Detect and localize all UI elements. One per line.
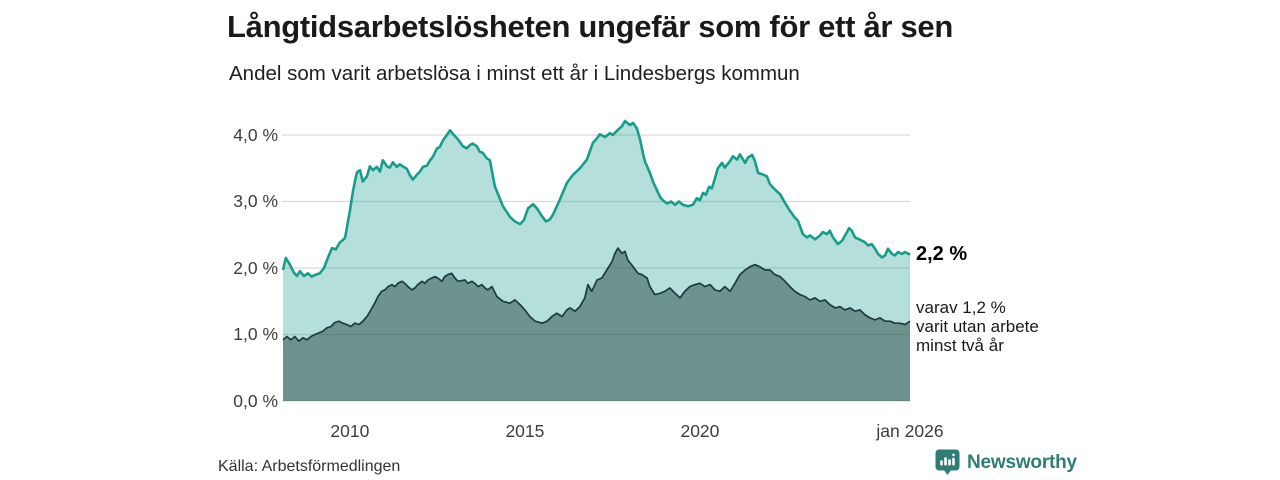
y-axis-tick-label: 4,0 % [233, 124, 278, 145]
newsworthy-logo-icon [935, 449, 960, 475]
annotation-line-3: minst två år [916, 336, 1004, 356]
annotation-line-1: varav 1,2 % [916, 298, 1006, 318]
newsworthy-logo: Newsworthy [935, 449, 1077, 476]
area-total [283, 121, 910, 401]
source-label: Källa: Arbetsförmedlingen [218, 458, 401, 475]
y-axis-tick-label: 2,0 % [233, 257, 278, 278]
x-axis-tick-label: 2020 [680, 421, 720, 441]
y-axis-tick-label: 1,0 % [233, 324, 278, 344]
line-two-years [282, 247, 911, 342]
end-value-label-total: 2,2 % [916, 242, 968, 265]
area-two-years [283, 248, 910, 401]
y-axis-tick-label: 0,0 % [233, 390, 278, 411]
chart-subtitle: Andel som varit arbetslösa i minst ett å… [229, 62, 800, 85]
line-total [281, 119, 911, 278]
x-axis-tick-label: 2010 [330, 421, 370, 441]
x-axis-tick-label: jan 2026 [876, 421, 944, 441]
y-axis-tick-label: 3,0 % [233, 191, 278, 211]
chart-title: Långtidsarbetslösheten ungefär som för e… [227, 9, 954, 44]
newsworthy-logo-text: Newsworthy [967, 451, 1077, 473]
x-axis-tick-label: 2015 [505, 421, 545, 441]
annotation-line-2: varit utan arbete [916, 317, 1039, 337]
end-value-label-two-years: varav 1,2 % varit utan arbete minst två … [916, 298, 1039, 355]
